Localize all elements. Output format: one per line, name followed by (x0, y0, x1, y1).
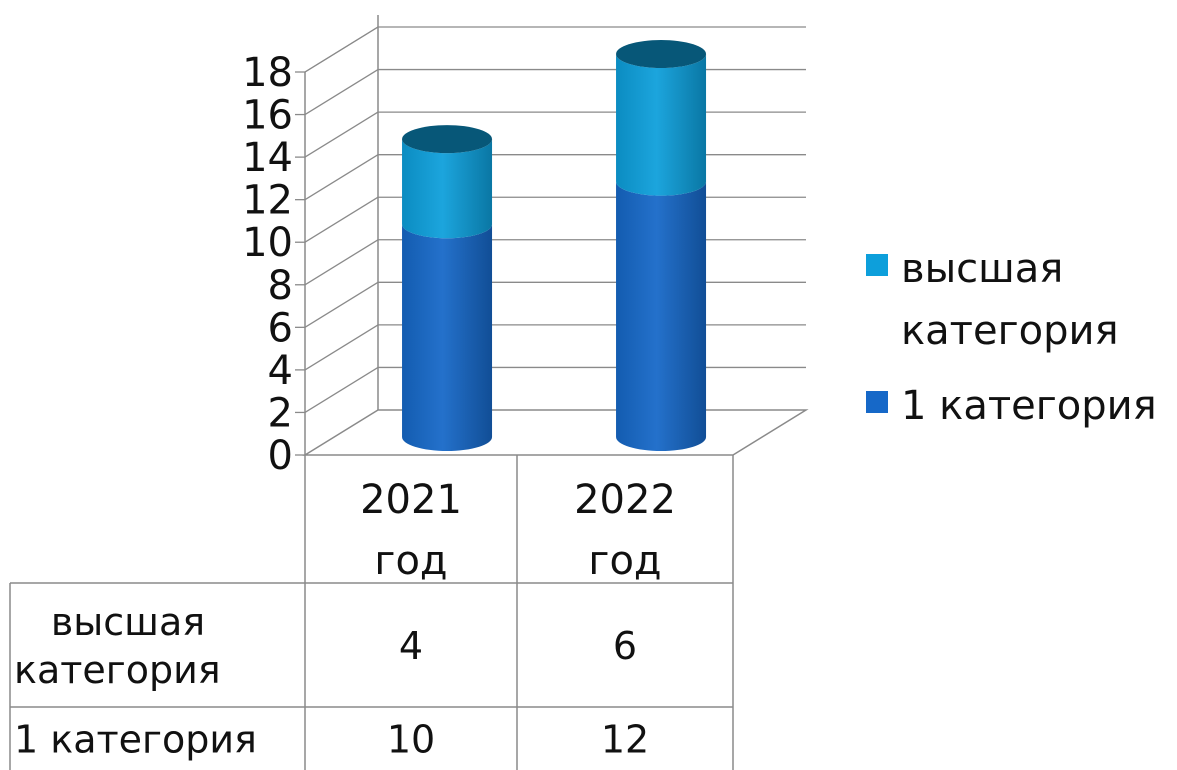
y-tick-label: 2 (268, 390, 293, 436)
legend-label: категория (901, 308, 1119, 354)
data-cell: 10 (387, 718, 435, 762)
gridline-side (304, 69, 379, 116)
y-tick-label: 0 (268, 433, 293, 479)
bars (402, 40, 707, 451)
gridlines (304, 26, 806, 413)
legend-label: 1 категория (901, 383, 1157, 429)
category-label: год (588, 538, 661, 584)
legend-swatch (866, 391, 888, 413)
legend-item: 1 категория (866, 383, 1157, 429)
chart-floor (302, 409, 809, 456)
gridline-side (304, 26, 379, 73)
y-tick-label: 16 (242, 93, 293, 139)
data-cell: 4 (399, 624, 423, 668)
row-header: 1 категория (14, 718, 257, 762)
bar-stack (616, 40, 707, 451)
bar-segment-highest-1 (616, 54, 707, 196)
gridline-side (304, 196, 379, 243)
legend: высшая категория 1 категория (866, 246, 1157, 429)
gridline-side (304, 239, 379, 286)
y-tick-label: 12 (242, 178, 293, 224)
row-header: категория (14, 648, 221, 692)
bar-top-cap (402, 125, 493, 154)
bar-top-cap (616, 40, 707, 68)
y-tick-label: 6 (268, 305, 293, 351)
category-label: год (374, 538, 447, 584)
data-cell: 6 (613, 624, 637, 668)
y-tick-label: 8 (268, 263, 293, 309)
row-header: высшая (51, 600, 205, 644)
y-tick-label: 4 (268, 348, 293, 394)
gridline-side (304, 111, 379, 158)
bar-segment-cat1-1 (616, 181, 707, 451)
data-cell: 12 (601, 718, 649, 762)
legend-swatch (866, 254, 888, 276)
chart-walls (302, 15, 809, 456)
y-tick-label: 10 (242, 220, 293, 266)
y-tick-label: 18 (242, 50, 293, 96)
category-label: 2021 (360, 477, 462, 523)
legend-label: высшая (901, 246, 1063, 292)
legend-item: высшая категория (866, 246, 1119, 354)
gridline-side (304, 324, 379, 371)
bar-segment-cat1-0 (402, 224, 493, 451)
bar-segment-highest-0 (402, 139, 493, 239)
y-tick-label: 14 (242, 135, 293, 181)
gridline-side (304, 366, 379, 413)
gridline-side (304, 154, 379, 201)
category-label: 2022 (574, 477, 676, 523)
gridline-side (304, 281, 379, 328)
bar-stack (402, 125, 493, 451)
